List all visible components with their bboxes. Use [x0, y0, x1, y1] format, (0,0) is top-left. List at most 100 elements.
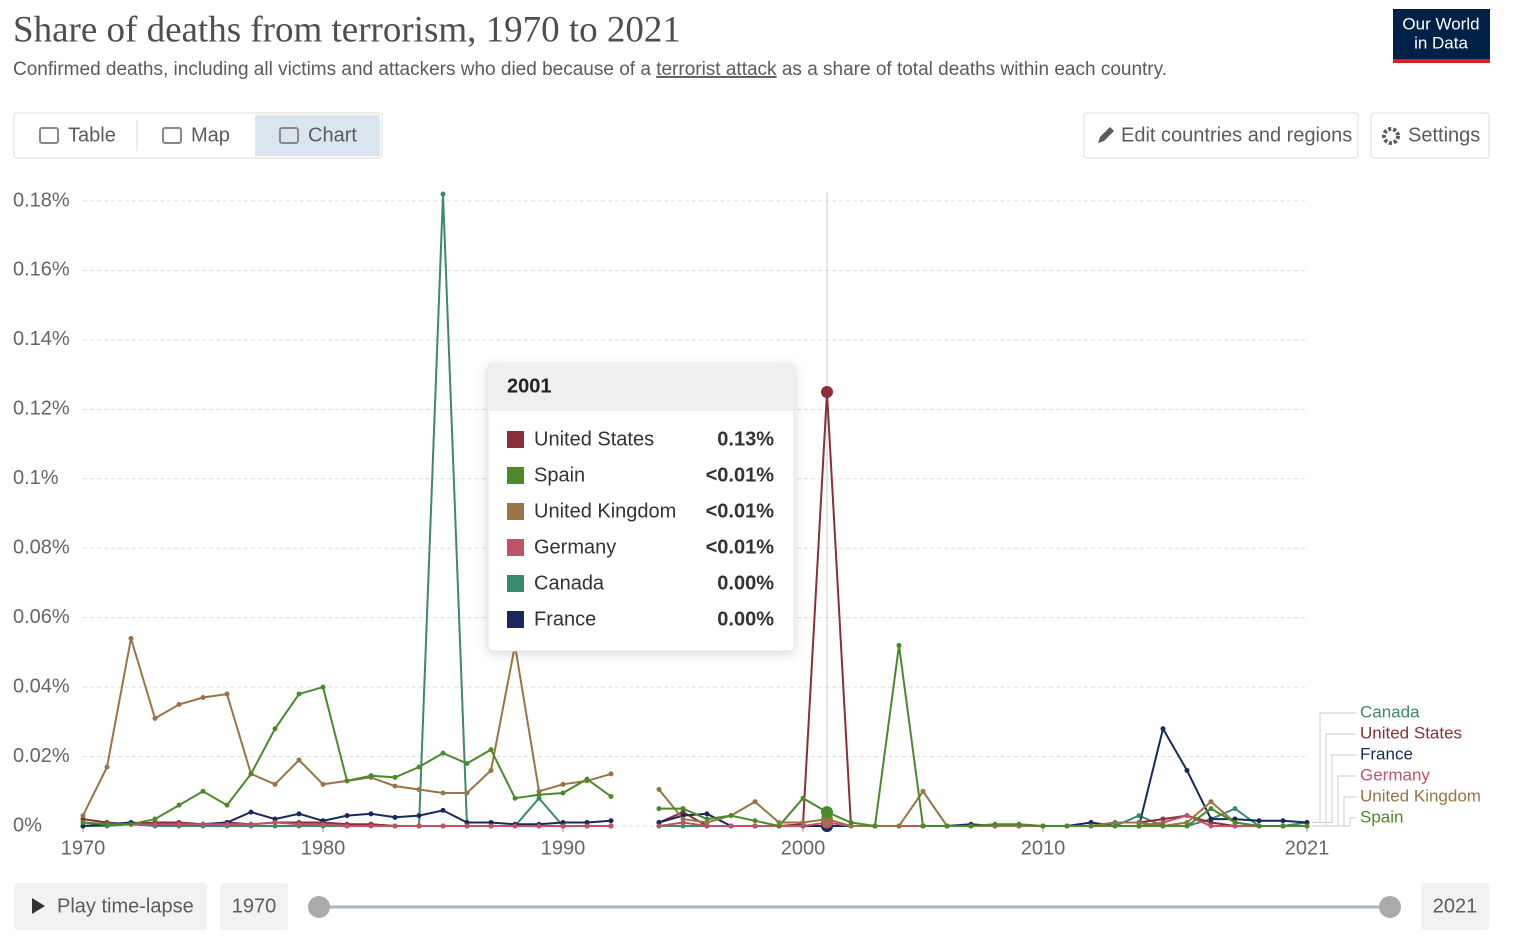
data-point: [392, 774, 398, 780]
data-point: [608, 823, 614, 829]
tooltip-swatch: [507, 539, 524, 556]
data-point: [536, 795, 542, 801]
y-tick-label: 0.06%: [13, 606, 70, 628]
data-point: [464, 790, 470, 796]
tooltip-value: 0.00%: [717, 608, 774, 630]
end-year-box[interactable]: [1421, 883, 1489, 930]
data-point: [416, 823, 422, 829]
data-point: [80, 820, 86, 826]
legend-label[interactable]: France: [1360, 744, 1413, 763]
data-point: [800, 820, 806, 826]
data-point: [1040, 823, 1046, 829]
data-point: [344, 823, 350, 829]
legend-connector: [1312, 712, 1356, 824]
tooltip-name: United States: [534, 428, 654, 450]
data-point: [1304, 823, 1310, 829]
data-point: [728, 823, 734, 829]
data-point: [560, 820, 566, 826]
tooltip-value: 0.13%: [717, 428, 774, 450]
tooltip-title: 2001: [507, 375, 552, 397]
legend-connector: [1312, 754, 1356, 824]
tooltip-name: United Kingdom: [534, 500, 676, 522]
data-point: [248, 809, 254, 815]
data-point: [368, 773, 374, 779]
tooltip-swatch: [507, 431, 524, 448]
legend-label[interactable]: Germany: [1360, 765, 1430, 784]
x-tick-label: 2021: [1285, 837, 1330, 859]
data-point: [608, 818, 614, 824]
data-point: [488, 767, 494, 773]
data-point: [464, 823, 470, 829]
gear-icon: [1382, 127, 1400, 145]
tooltip-value: 0.00%: [717, 572, 774, 594]
data-point: [992, 821, 998, 827]
data-point: [608, 771, 614, 777]
tooltip-value: <0.01%: [706, 536, 775, 558]
tab-label[interactable]: Table: [68, 124, 116, 146]
data-point: [104, 821, 110, 827]
data-point: [752, 818, 758, 824]
data-point: [752, 799, 758, 805]
data-point: [272, 823, 278, 829]
data-point: [680, 806, 686, 812]
x-tick-label: 1990: [541, 837, 586, 859]
data-point: [80, 816, 86, 822]
data-point: [296, 691, 302, 697]
data-point: [200, 695, 206, 701]
data-point: [656, 787, 662, 793]
tooltip-header: [489, 365, 793, 411]
data-point: [272, 726, 278, 732]
data-point[interactable]: [821, 385, 833, 398]
data-point: [584, 820, 590, 826]
legend-label[interactable]: Spain: [1360, 807, 1403, 826]
start-year-box[interactable]: [220, 883, 288, 930]
data-point: [1256, 818, 1262, 824]
settings-button[interactable]: [1370, 112, 1490, 159]
legend-label[interactable]: United Kingdom: [1360, 786, 1481, 805]
data-point: [392, 814, 398, 820]
slider-handle[interactable]: [308, 896, 330, 918]
data-point: [1232, 823, 1238, 829]
legend-label[interactable]: United States: [1360, 723, 1462, 742]
data-point: [560, 790, 566, 796]
data-point: [176, 821, 182, 827]
data-point: [896, 642, 902, 648]
data-point: [1184, 767, 1190, 773]
data-point: [1208, 806, 1214, 812]
data-point: [728, 813, 734, 819]
tab-label[interactable]: Chart: [308, 124, 357, 146]
data-point: [704, 820, 710, 826]
play-button[interactable]: [14, 883, 207, 930]
play-label: Play time-lapse: [57, 895, 194, 917]
data-point: [1184, 823, 1190, 829]
data-point: [128, 821, 134, 827]
data-point: [560, 781, 566, 787]
data-point[interactable]: [821, 806, 833, 819]
y-tick-label: 0.02%: [13, 745, 70, 767]
x-tick-label: 1980: [301, 837, 346, 859]
data-point: [320, 818, 326, 824]
data-point: [1136, 813, 1142, 819]
tab-label[interactable]: Map: [191, 124, 230, 146]
slider-handle[interactable]: [1379, 896, 1401, 918]
data-point: [776, 820, 782, 826]
data-point: [320, 781, 326, 787]
edit-button[interactable]: [1083, 112, 1359, 159]
data-point: [680, 813, 686, 819]
logo-text: in Data: [1414, 33, 1468, 52]
data-point: [344, 778, 350, 784]
data-point: [272, 820, 278, 826]
legend-label[interactable]: Canada: [1360, 702, 1420, 721]
logo[interactable]: [1393, 9, 1490, 63]
data-point: [80, 823, 86, 829]
y-tick-label: 0%: [13, 814, 42, 836]
data-point: [416, 813, 422, 819]
data-point: [1160, 726, 1166, 732]
tooltip-swatch: [507, 503, 524, 520]
data-point: [776, 823, 782, 829]
legend-connector: [1312, 817, 1356, 827]
data-point: [368, 811, 374, 817]
subtitle-link[interactable]: terrorist attack: [656, 59, 777, 80]
data-point: [1160, 823, 1166, 829]
data-point: [320, 821, 326, 827]
